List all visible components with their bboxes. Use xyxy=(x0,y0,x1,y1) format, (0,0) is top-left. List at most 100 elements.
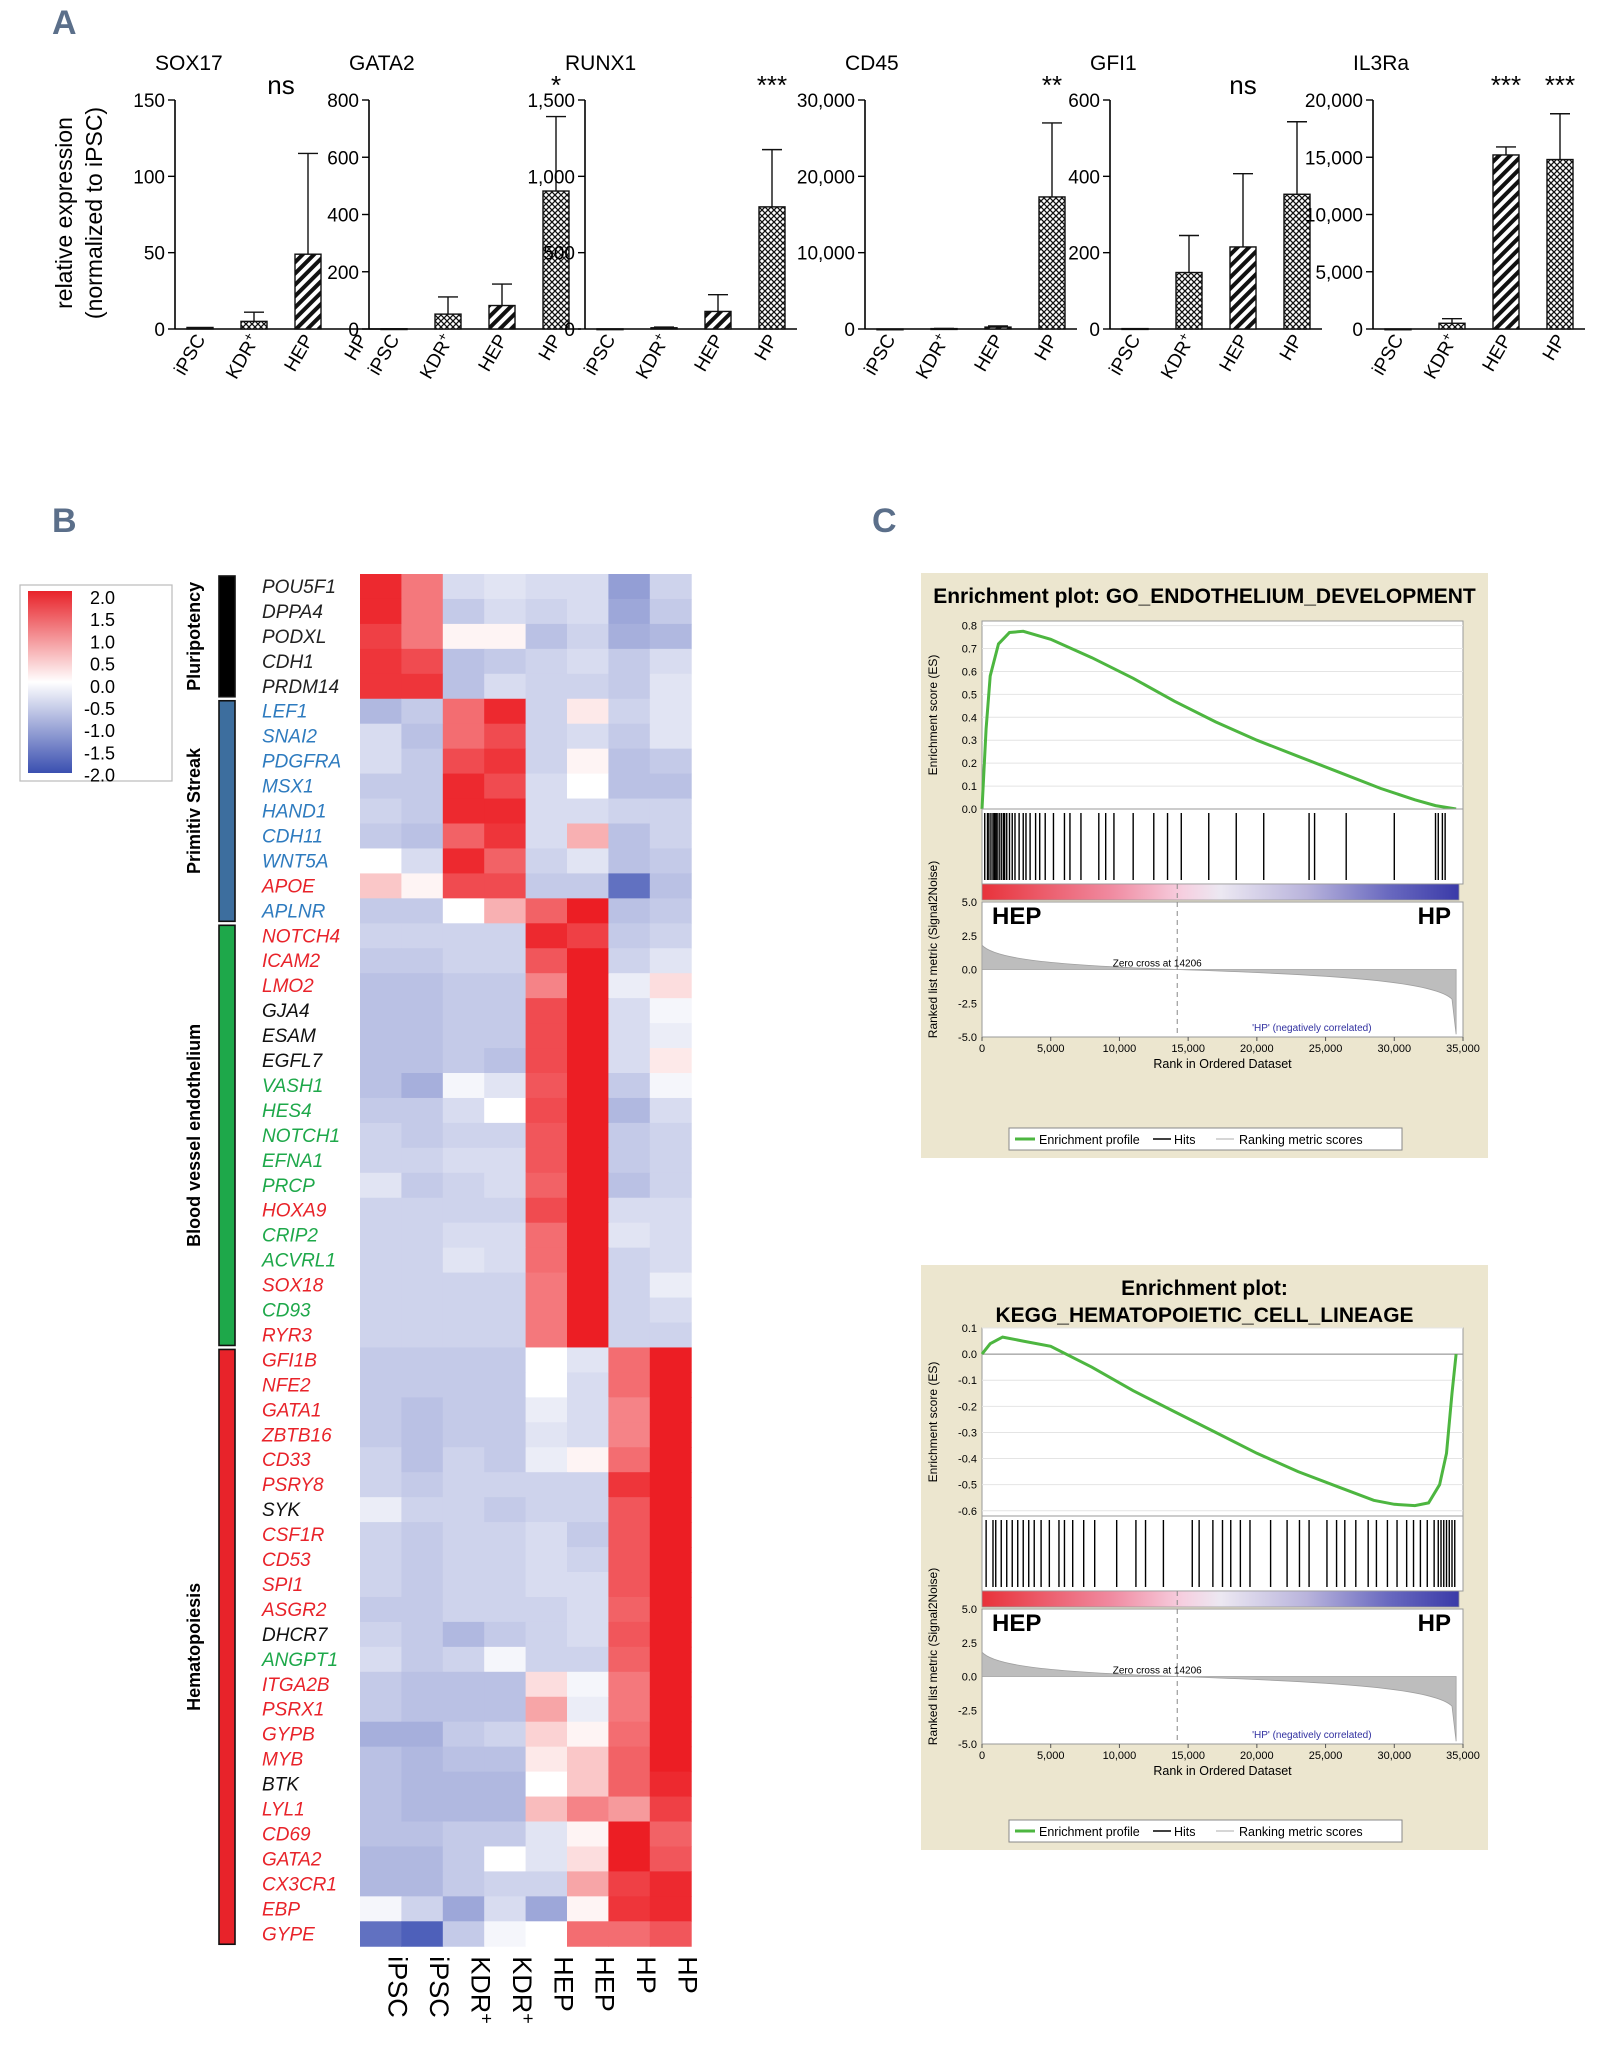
bar-hep xyxy=(984,326,1012,330)
x-tick-label: 0 xyxy=(979,1750,985,1762)
gene-label: SPI1 xyxy=(262,1575,303,1596)
heatmap-cell xyxy=(401,1896,444,1922)
heatmap-cell xyxy=(442,773,485,800)
legend-tick-label: 0.5 xyxy=(90,655,115,675)
heatmap-cell xyxy=(608,1023,651,1049)
heatmap-cell xyxy=(360,1347,402,1373)
heatmap-cell xyxy=(484,1821,527,1847)
gene-label: PSRY8 xyxy=(262,1475,324,1496)
heatmap-cell xyxy=(484,723,527,750)
gene-label: APLNR xyxy=(261,901,326,922)
heatmap-cell xyxy=(525,1572,568,1598)
right-phenotype-label: HP xyxy=(1418,903,1451,930)
heatmap-cell xyxy=(484,798,527,824)
x-tick-label: HEP xyxy=(971,331,1009,375)
y-tick-label: 500 xyxy=(543,244,575,265)
heatmap-cell xyxy=(360,823,402,849)
heatmap-cell xyxy=(401,1871,444,1897)
heatmap-cell xyxy=(649,798,692,824)
gene-label: HOXA9 xyxy=(262,1201,327,1222)
heatmap-cell xyxy=(442,1871,485,1897)
rank-color-bar xyxy=(981,1590,1460,1608)
es-tick-label: -0.2 xyxy=(958,1401,977,1413)
heatmap-cell xyxy=(484,623,527,650)
gene-label: CD69 xyxy=(262,1824,311,1845)
heatmap-cell xyxy=(608,1272,651,1299)
gsea-plot-2: Enrichment plot: KEGG_HEMATOPOIETIC_CELL_… xyxy=(921,1265,1488,1850)
heatmap-cell xyxy=(484,1297,527,1323)
heatmap-cell xyxy=(649,1122,692,1149)
heatmap-cell xyxy=(525,1447,568,1473)
bar-chart-cd45: 0 10,000 20,000 30,000 CD45 iPSC KDR+ HEP HP ** xyxy=(797,52,1077,383)
gene-label: EGFL7 xyxy=(262,1051,324,1072)
es-tick-label: 0.4 xyxy=(962,712,977,724)
y-tick-label: 400 xyxy=(1068,167,1100,188)
bar-hep xyxy=(294,253,322,330)
heatmap-cell xyxy=(401,1197,444,1224)
x-tick-label: KDR+ xyxy=(414,330,459,383)
x-tick-label: KDR+ xyxy=(630,330,675,383)
heatmap-cell xyxy=(360,1621,402,1648)
heatmap-cell xyxy=(401,873,444,899)
es-tick-label: -0.4 xyxy=(958,1454,977,1466)
heatmap-cell xyxy=(442,823,485,849)
gene-label: SNAI2 xyxy=(262,727,317,748)
heatmap-cell xyxy=(567,748,609,775)
heatmap-cell xyxy=(484,1796,527,1822)
legend-tick-label: -1.5 xyxy=(84,743,115,763)
heatmap-cell xyxy=(525,1771,568,1798)
heatmap-cell xyxy=(567,673,609,700)
heatmap-cell xyxy=(484,1696,527,1723)
heatmap-cell xyxy=(442,1422,485,1448)
heatmap-cell xyxy=(649,1397,692,1423)
heatmap-cell xyxy=(649,1596,692,1623)
heatmap-cell xyxy=(567,648,609,675)
heatmap-cell xyxy=(442,623,485,650)
column-label: iPSC xyxy=(383,1956,413,2018)
heatmap-cell xyxy=(608,1497,651,1523)
heatmap-cell xyxy=(567,1073,609,1099)
heatmap-cell xyxy=(360,1572,402,1598)
heatmap-cell xyxy=(649,623,692,650)
heatmap-cell xyxy=(608,1422,651,1448)
y-axis-label: relative expression (normalized to iPSC) xyxy=(51,107,107,319)
es-y-axis-label: Enrichment score (ES) xyxy=(926,655,940,776)
es-plot-area xyxy=(981,620,1464,810)
heatmap-cell xyxy=(401,1422,444,1448)
heatmap-cell xyxy=(567,1272,609,1299)
heatmap-cell xyxy=(401,1547,444,1573)
heatmap-cell xyxy=(525,598,568,625)
heatmap-cell xyxy=(525,1073,568,1099)
heatmap-cell xyxy=(360,1472,402,1498)
heatmap-cell xyxy=(567,1197,609,1224)
x-tick-label: KDR+ xyxy=(1155,330,1200,383)
x-tick-label: HP xyxy=(1276,331,1307,364)
gene-label: ACVRL1 xyxy=(261,1251,336,1272)
heatmap-cell xyxy=(608,1397,651,1423)
significance-label: ns xyxy=(1229,70,1256,100)
heatmap-cell xyxy=(360,1871,402,1897)
y-tick-label: 30,000 xyxy=(797,91,855,112)
heatmap-cell xyxy=(608,1048,651,1074)
panel-a-bar-charts: relative expression (normalized to iPSC) 0… xyxy=(51,52,1585,383)
heatmap-cell xyxy=(608,1621,651,1648)
heatmap-cell xyxy=(360,574,402,600)
heatmap-cell xyxy=(360,1073,402,1099)
heatmap-cell xyxy=(484,1372,527,1398)
heatmap-cell xyxy=(484,1172,527,1199)
gene-label: CX3CR1 xyxy=(262,1874,337,1895)
rank-tick-label: -5.0 xyxy=(958,1739,977,1751)
heatmap-cell xyxy=(484,1023,527,1049)
legend-gradient xyxy=(28,591,72,773)
gene-label: DPPA4 xyxy=(262,602,323,623)
heatmap-cell xyxy=(360,998,402,1024)
rank-tick-label: 0.0 xyxy=(962,1672,977,1684)
chart-title: GFI1 xyxy=(1090,52,1137,75)
gene-label: HES4 xyxy=(262,1101,312,1122)
heatmap-cell xyxy=(442,598,485,625)
significance-label: *** xyxy=(757,70,787,100)
chart-title: RUNX1 xyxy=(565,52,636,75)
heatmap-cell xyxy=(649,948,692,974)
heatmap-cell xyxy=(360,1547,402,1573)
heatmap-cell xyxy=(608,648,651,675)
